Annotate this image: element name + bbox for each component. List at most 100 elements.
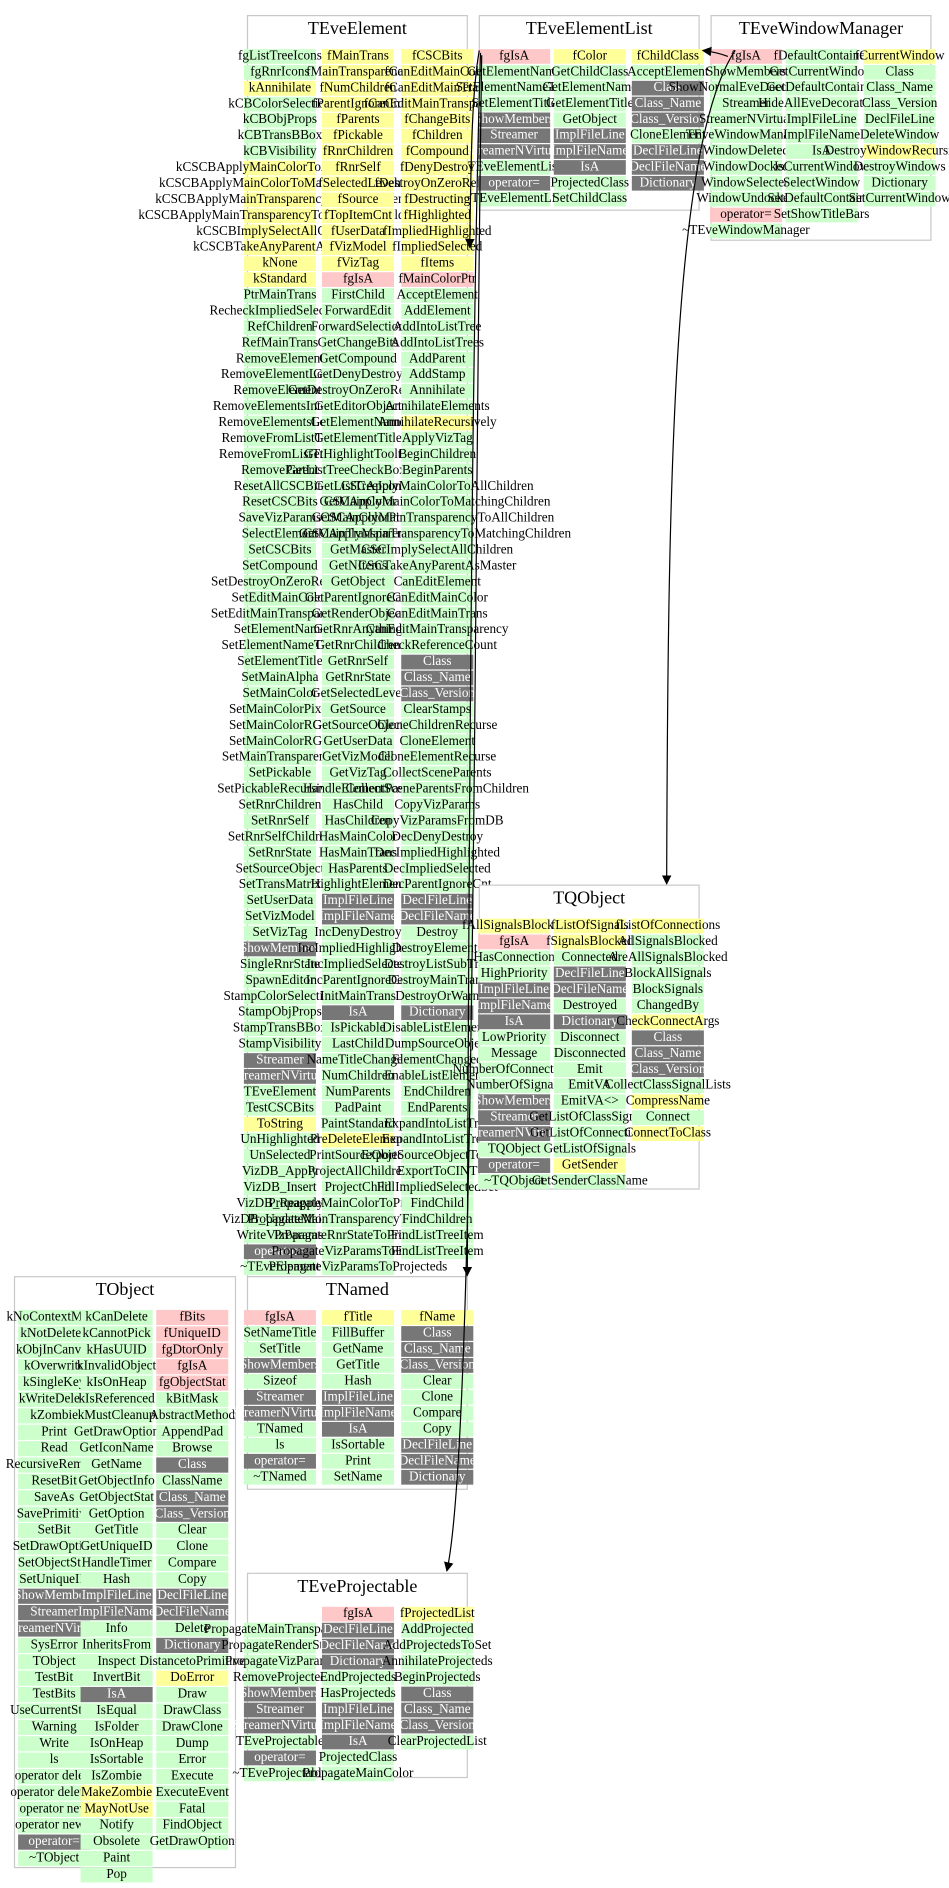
member-cell: [709, 223, 782, 239]
member-cell: [321, 766, 395, 782]
member-cell: [709, 80, 782, 96]
member-name: SetElementNameTitle: [456, 79, 573, 94]
member-cell: [321, 1100, 395, 1116]
member-name: SetSourceObject: [236, 860, 325, 875]
member-name: Class_Name: [866, 79, 933, 94]
member-name: Dictionary: [409, 1468, 466, 1483]
class-title: TQObject: [553, 888, 625, 908]
member-name: CloneChildrenRecurse: [377, 717, 497, 732]
member-cell: [478, 1046, 551, 1062]
member-cell: [321, 654, 395, 670]
member-name: ShowMembers: [14, 1587, 94, 1602]
member-name: PropagateMainTransparency: [204, 1621, 356, 1636]
member-name: GetRnrAnything: [314, 621, 403, 636]
member-cell: [401, 96, 474, 112]
member-cell: [321, 893, 395, 909]
member-cell: [80, 1441, 153, 1457]
member-name: RemoveElements: [233, 382, 326, 397]
member-name: Class: [178, 1456, 207, 1471]
member-cell: [401, 766, 474, 782]
member-name: IsA: [348, 1004, 368, 1019]
member-name: DestroyMainTrans: [388, 972, 487, 987]
member-cell: [243, 304, 316, 319]
member-cell: [18, 1342, 91, 1358]
member-name: IsPickable: [331, 1020, 386, 1035]
member-cell: [18, 1588, 91, 1604]
member-name: GetElementTitle: [546, 95, 634, 110]
member-name: CollectSceneParentsFromChildren: [346, 781, 530, 796]
member-name: ~TObject: [29, 1850, 79, 1865]
member-cell: [321, 1638, 395, 1654]
member-cell: [156, 1441, 229, 1457]
member-name: RemoveElementLocal: [221, 366, 339, 381]
member-name: GetListTreeCheckBoxIcon: [287, 462, 430, 477]
member-cell: [401, 447, 474, 463]
member-cell: [18, 1326, 91, 1342]
member-name: kCBColorSelection: [228, 95, 332, 110]
member-name: CSCImplySelectAllChildren: [361, 542, 513, 557]
member-name: SaveAs: [34, 1489, 74, 1504]
member-cell: [243, 543, 316, 558]
member-name: GetParentIgnoreCnt: [305, 589, 412, 604]
member-cell: [18, 1834, 91, 1850]
member-cell: [401, 750, 474, 766]
class-node: TNamed fgIsASetNameTitleSetTitleShowMembe…: [233, 1276, 476, 1490]
member-cell: [18, 1850, 91, 1867]
member-name: GetMainColorPtr: [312, 510, 405, 525]
member-cell: [243, 1622, 316, 1638]
member-cell: [321, 638, 395, 654]
member-name: fImpliedSelected: [392, 239, 483, 254]
member-cell: [401, 272, 474, 287]
member-cell: [401, 224, 474, 240]
member-cell: [243, 96, 316, 112]
member-name: StreamerNVirtual: [233, 1717, 327, 1732]
member-name: RecheckImpliedSelections: [210, 302, 351, 317]
member-name: Dictionary: [871, 174, 928, 189]
member-cell: [156, 1703, 229, 1719]
member-cell: [401, 1453, 474, 1469]
member-name: operator=: [28, 1833, 79, 1848]
member-name: fCanEditMainTrans: [385, 79, 490, 94]
member-cell: [243, 288, 316, 303]
member-name: kOverwrite: [24, 1358, 84, 1373]
member-name: UnSelected: [250, 1147, 311, 1162]
member-cell: [553, 144, 626, 159]
member-name: fDestructing: [404, 191, 470, 206]
member-name: GetMaster: [330, 542, 386, 557]
member-name: Pop: [106, 1866, 127, 1881]
member-name: GetUniqueID: [81, 1538, 153, 1553]
member-name: CollectSceneParents: [383, 765, 492, 780]
member-cell: [321, 511, 395, 527]
member-name: TEveElement: [244, 1083, 317, 1098]
member-name: EndProjecteds: [320, 1669, 396, 1684]
member-cell: [243, 1244, 316, 1260]
member-cell: [243, 1037, 316, 1052]
member-cell: [243, 1005, 316, 1021]
member-cell: [80, 1850, 153, 1867]
member-name: AddIntoListTree: [393, 318, 481, 333]
member-name: BlockAllSignals: [624, 965, 711, 980]
member-cell: [80, 1457, 153, 1473]
member-cell: [863, 128, 936, 144]
member-cell: [401, 1132, 474, 1148]
member-cell: [401, 814, 474, 829]
member-name: GetChildClass: [551, 63, 628, 78]
member-name: DecDenyDestroy: [391, 828, 483, 843]
member-cell: [321, 320, 395, 335]
member-cell: [156, 1309, 229, 1326]
member-name: SetBit: [38, 1522, 71, 1537]
member-name: FindListTreeItem: [391, 1227, 484, 1242]
member-name: Disconnect: [560, 1029, 620, 1044]
member-name: FindListTreeItem: [391, 1243, 484, 1258]
member-name: fProjectedList: [400, 1605, 475, 1620]
member-name: DumpSourceObject: [385, 1036, 490, 1051]
member-name: DeclFileLine: [323, 1621, 393, 1636]
member-cell: [401, 957, 474, 973]
member-cell: [321, 973, 395, 989]
member-name: fVizTag: [337, 255, 380, 270]
member-name: ImplFileLine: [323, 1388, 393, 1403]
member-cell: [243, 1021, 316, 1037]
member-cell: [80, 1785, 153, 1801]
member-cell: [321, 718, 395, 734]
